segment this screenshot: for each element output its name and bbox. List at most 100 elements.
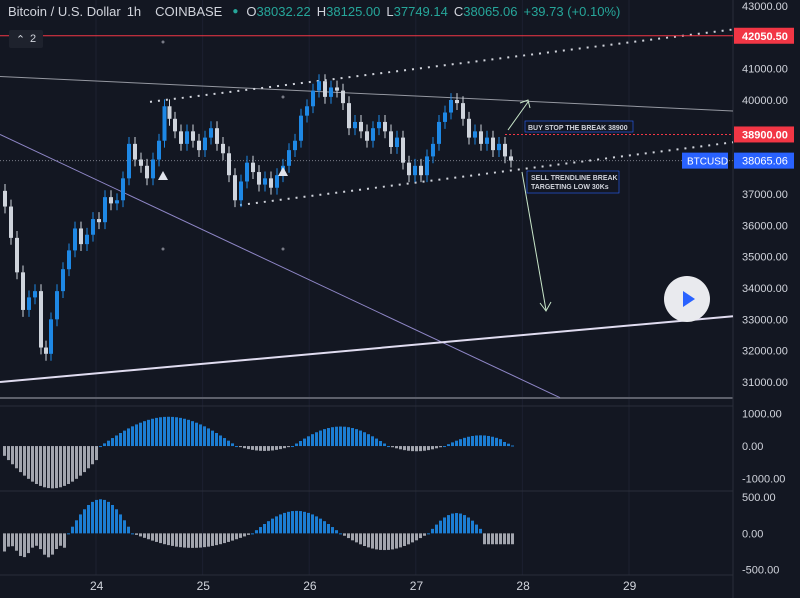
oscillator-2-bar [11,533,14,547]
oscillator-2-bar [471,520,474,534]
last-price-tag [734,152,794,169]
oscillator-1-bar [95,446,98,461]
oscillator-1-bar [411,446,414,452]
candle [491,137,495,151]
oscillator-2-bar [443,517,446,534]
oscillator-2-bar [343,533,346,536]
indicators-toggle-button[interactable]: ⌃ 2 [9,30,43,48]
oscillator-2-bar [195,533,198,548]
candle [335,87,339,91]
oscillator-2-bar [135,533,138,535]
candle [287,150,291,166]
oscillator-2-bar [479,528,482,534]
oscillator-1-bar [35,446,38,485]
candle [323,81,327,97]
oscillator-1-tick-label: 0.00 [742,441,763,453]
oscillator-2-bar [495,533,498,545]
oscillator-2-bar [251,533,254,535]
oscillator-2-bar [375,533,378,550]
candle [329,87,333,97]
candle [121,178,125,201]
candle [15,237,19,273]
oscillator-2-bar [503,533,506,545]
candle [103,197,107,223]
oscillator-1-tick-label: 1000.00 [742,409,782,421]
oscillator-1-bar [167,416,170,447]
oscillator-2-bar [271,518,274,534]
oscillator-2-bar [227,533,230,542]
symbol-tag-box [682,152,728,169]
oscillator-1-bar [83,446,86,473]
oscillator-2-bar [283,512,286,534]
oscillator-2-bar [15,533,18,551]
oscillator-2-bar [355,533,358,543]
low-value: 37749.14 [393,3,448,19]
oscillator-1-tick-label: -1000.00 [742,474,785,486]
candle [449,100,453,113]
oscillator-2-bar [27,533,30,554]
oscillator-2-bar [303,511,306,534]
oscillator-1-bar [75,446,78,479]
candle [413,165,417,176]
oscillator-1-bar [275,446,278,450]
oscillator-1-bar [359,430,362,447]
buy-arrow-head-icon [519,99,531,109]
triangle-marker-icon [278,167,288,176]
symbol-name[interactable]: Bitcoin / U.S. Dollar [8,3,121,19]
oscillator-1-bar [3,446,6,456]
oscillator-1-bar [203,426,206,447]
exchange-label: COINBASE [155,3,223,19]
oscillator-1-bar [91,446,94,465]
oscillator-2-bar [51,533,54,555]
oscillator-2-bar [159,533,162,544]
oscillator-2-bar [235,533,238,540]
oscillator-2-bar [415,533,418,541]
oscillator-1-bar [291,446,294,448]
grid-dot [281,247,285,251]
candle [293,140,297,151]
oscillator-1-bar [415,446,418,452]
oscillator-2-bar [475,524,478,534]
oscillator-1-bar [43,446,46,488]
oscillator-2-bar [331,527,334,534]
oscillator-2-bar [119,514,122,534]
sell-annotation-box [526,170,620,194]
oscillator-1-bar [363,432,366,447]
interval-label[interactable]: 1h [126,3,142,19]
candle [263,178,267,185]
oscillator-2-bar [387,533,390,550]
candle [67,250,71,270]
oscillator-1-bar [119,433,122,447]
oscillator-1-bar [287,446,290,448]
oscillator-2-bar [427,533,430,535]
candle [209,128,213,138]
oscillator-2-tick-label: 500.00 [742,492,776,504]
oscillator-2-bar [115,509,118,534]
candle [389,131,393,147]
oscillator-2-bar [247,533,250,535]
candle [49,319,53,354]
oscillator-1-bar [7,446,10,461]
oscillator-2-bar [219,533,222,545]
oscillator-2-bar [83,509,86,534]
candle [353,121,357,129]
indicator-count: 2 [30,33,37,45]
oscillator-2-bar [311,514,314,534]
oscillator-1-bar [11,446,14,465]
grid-dot [161,247,165,251]
oscillator-2-bar [19,533,22,556]
oscillator-2-bar [55,533,58,550]
oscillator-2-bar [7,533,10,547]
oscillator-1-bar [307,436,310,447]
time-tick-label: 29 [623,579,637,593]
oscillator-1-bar [343,426,346,447]
oscillator-1-bar [323,429,326,447]
play-button[interactable] [664,276,710,322]
oscillator-1-bar [99,446,102,448]
oscillator-1-bar [283,446,286,449]
candle [115,200,119,204]
candle [179,131,183,144]
oscillator-1-bar [39,446,42,486]
oscillator-2-bar [263,524,266,534]
candle [79,228,83,245]
